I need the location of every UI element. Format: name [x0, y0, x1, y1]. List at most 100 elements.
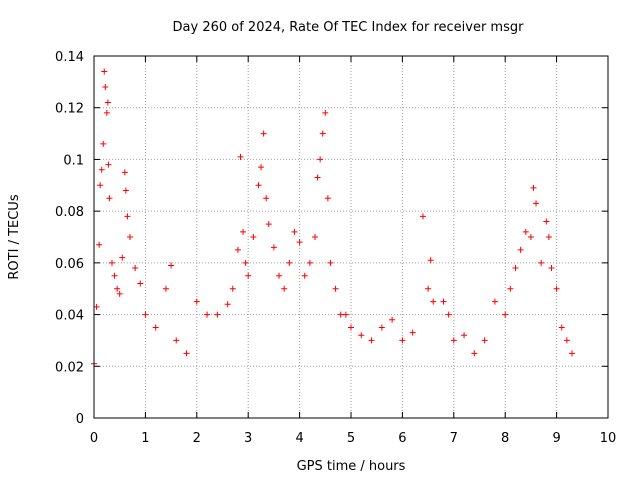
data-point — [543, 218, 550, 225]
data-point — [324, 195, 331, 202]
y-tick-label: 0.12 — [55, 102, 84, 117]
data-point — [224, 301, 231, 308]
data-point — [96, 241, 103, 248]
data-point — [481, 337, 488, 344]
data-point — [558, 324, 565, 331]
y-tick-label: 0.1 — [63, 153, 84, 168]
data-point — [263, 195, 270, 202]
y-tick-label: 0.14 — [55, 50, 84, 65]
data-point — [103, 109, 110, 116]
data-point — [569, 350, 576, 357]
data-point — [97, 182, 104, 189]
data-point — [533, 200, 540, 207]
data-point — [502, 311, 509, 318]
data-point — [240, 228, 247, 235]
data-point — [237, 153, 244, 160]
grid — [94, 56, 608, 418]
data-point — [378, 324, 385, 331]
data-point — [322, 109, 329, 116]
data-point — [507, 285, 514, 292]
data-point — [425, 285, 432, 292]
data-point — [337, 311, 344, 318]
data-point — [276, 272, 283, 279]
data-point — [409, 329, 416, 336]
data-point — [530, 184, 537, 191]
data-point — [93, 303, 100, 310]
data-point — [427, 257, 434, 264]
data-point — [142, 311, 149, 318]
data-point — [301, 272, 308, 279]
data-point — [538, 259, 545, 266]
x-tick-label: 1 — [141, 431, 149, 446]
data-point — [389, 316, 396, 323]
data-point — [126, 234, 133, 240]
data-point — [102, 84, 109, 91]
data-point — [512, 265, 519, 272]
data-point — [229, 285, 236, 292]
data-point — [105, 161, 112, 168]
data-point — [317, 156, 324, 163]
data-point — [242, 259, 249, 266]
data-point — [137, 280, 144, 287]
data-point — [368, 337, 375, 344]
data-point — [332, 285, 339, 292]
data-point — [563, 337, 570, 344]
data-point — [106, 195, 113, 202]
data-point — [121, 169, 128, 176]
data-point — [553, 285, 560, 292]
data-point — [101, 68, 108, 75]
data-point — [527, 234, 534, 240]
data-point — [204, 311, 211, 318]
data-point — [265, 221, 272, 228]
data-point — [545, 234, 552, 240]
data-point — [100, 140, 107, 147]
x-tick-label: 9 — [552, 431, 560, 446]
data-point — [250, 234, 257, 240]
data-point — [399, 337, 406, 344]
data-point — [319, 130, 326, 137]
data-point — [270, 244, 277, 251]
data-point — [327, 259, 334, 266]
data-point — [291, 228, 298, 235]
x-tick-label: 3 — [244, 431, 252, 446]
data-point — [419, 213, 426, 220]
y-tick-label: 0.08 — [55, 205, 84, 220]
x-tick-label: 0 — [90, 431, 98, 446]
data-point — [461, 332, 468, 339]
data-point — [98, 166, 105, 173]
y-axis-label: ROTI / TECUs — [7, 194, 22, 279]
data-point — [312, 234, 319, 240]
data-point — [281, 285, 288, 292]
data-point — [132, 265, 139, 272]
data-point — [517, 246, 524, 253]
data-point — [255, 182, 262, 189]
data-point — [548, 265, 555, 272]
data-point — [116, 290, 123, 297]
data-point — [358, 332, 365, 339]
data-point — [491, 298, 498, 305]
data-point — [114, 285, 121, 292]
data-point — [445, 311, 452, 318]
data-point — [348, 324, 354, 331]
data-point — [183, 350, 190, 357]
y-tick-label: 0.06 — [55, 257, 84, 272]
data-point — [122, 187, 129, 194]
x-tick-label: 10 — [600, 431, 617, 446]
data-point — [111, 272, 118, 279]
data-point — [168, 262, 175, 269]
x-tick-label: 2 — [193, 431, 201, 446]
data-point — [173, 337, 180, 344]
data-point — [430, 298, 437, 305]
data-point — [162, 285, 169, 292]
data-point — [450, 337, 457, 344]
data-point — [214, 311, 221, 318]
data-point — [245, 272, 252, 279]
y-tick-label: 0.02 — [55, 360, 84, 375]
data-point — [260, 130, 267, 137]
x-tick-label: 6 — [398, 431, 406, 446]
data-point — [234, 246, 241, 253]
data-point — [104, 99, 111, 106]
data-point — [522, 228, 529, 235]
data-point — [258, 164, 265, 171]
